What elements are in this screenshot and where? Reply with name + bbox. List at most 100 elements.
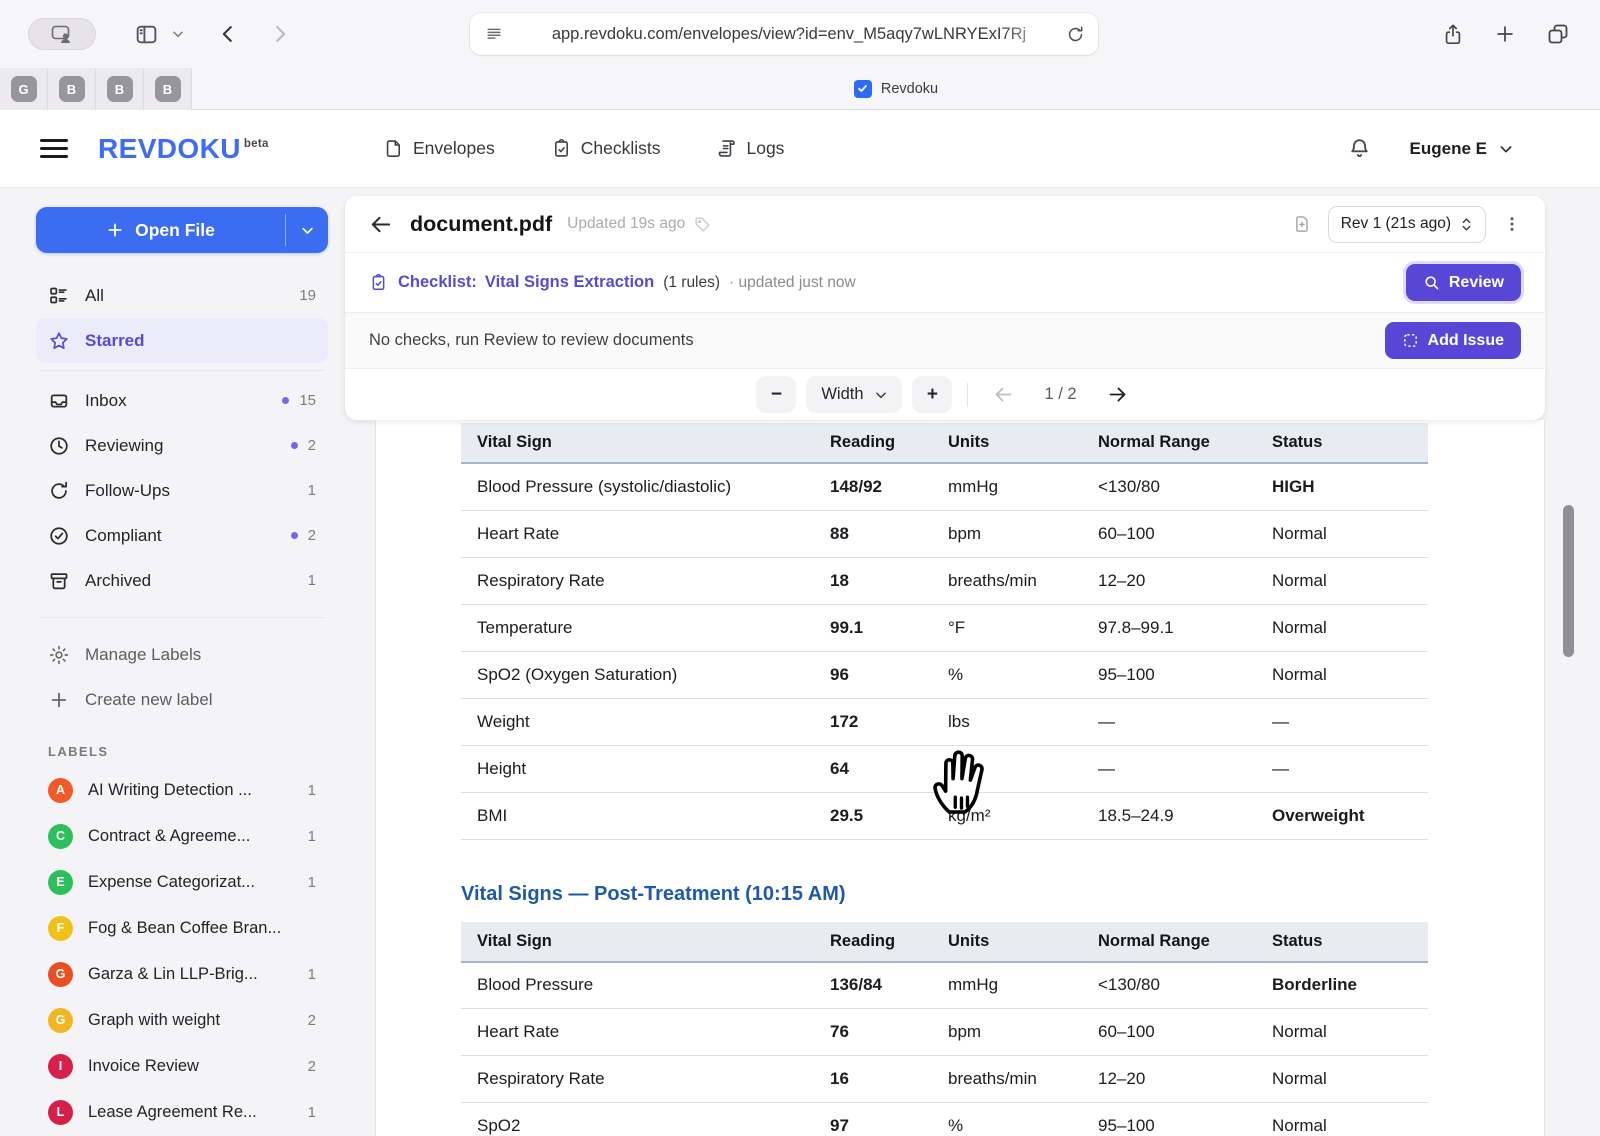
main-panel: document.pdf Updated 19s ago Rev 1 (21s … xyxy=(345,188,1545,1136)
scrollbar-thumb[interactable] xyxy=(1563,505,1574,657)
label-color-badge: A xyxy=(48,777,73,803)
pdf-viewport[interactable]: Vital Sign Reading Units Normal Range Status… xyxy=(345,420,1545,1136)
revision-select[interactable]: Rev 1 (21s ago) xyxy=(1327,205,1486,243)
label-item-lease-agreement-re[interactable]: L Lease Agreement Re... 1 xyxy=(36,1089,328,1135)
sidebar-item-starred[interactable]: Starred xyxy=(36,318,328,363)
label-item-ai-writing-detection[interactable]: A AI Writing Detection ... 1 xyxy=(36,767,328,813)
label-item-invoice-review[interactable]: I Invoice Review 2 xyxy=(36,1043,328,1089)
cell-status: Normal xyxy=(1272,510,1428,558)
cell-vital-sign: Respiratory Rate xyxy=(461,557,830,605)
pinned-tab[interactable]: G xyxy=(0,68,48,110)
sidebar-toggle-button[interactable] xyxy=(134,22,159,47)
forward-button[interactable] xyxy=(269,23,291,45)
user-menu[interactable]: Eugene E xyxy=(1410,139,1514,159)
share-button[interactable] xyxy=(1442,22,1464,46)
more-options-button[interactable] xyxy=(1503,214,1521,234)
page-indicator: 1 / 2 xyxy=(1044,385,1077,403)
item-count: 1 xyxy=(307,572,316,589)
sidebar-item-label: Reviewing xyxy=(85,435,164,455)
sidebar-item-archived[interactable]: Archived 1 xyxy=(36,558,328,603)
cell-status: HIGH xyxy=(1272,463,1428,511)
cell-vital-sign: Heart Rate xyxy=(461,510,830,558)
open-file-dropdown[interactable] xyxy=(286,207,328,253)
cell-normal-range: 95–100 xyxy=(1098,651,1272,699)
label-item-fog-bean-coffee-bran[interactable]: F Fog & Bean Coffee Bran... xyxy=(36,905,328,951)
sidebar-item-all[interactable]: All 19 xyxy=(36,273,328,318)
sidebar-toggle-chevron[interactable] xyxy=(171,27,185,41)
zoom-in-button[interactable]: + xyxy=(912,376,953,413)
sidebar-item-inbox[interactable]: Inbox 15 xyxy=(36,378,328,423)
reload-button[interactable] xyxy=(1066,25,1085,44)
pinned-tab[interactable]: B xyxy=(144,68,192,110)
cell-vital-sign: Respiratory Rate xyxy=(461,1055,830,1103)
label-item-graph-with-weight[interactable]: G Graph with weight 2 xyxy=(36,997,328,1043)
tab-overview-button[interactable] xyxy=(1546,22,1570,46)
brand-logo[interactable]: REVDOKU beta xyxy=(98,132,269,164)
profile-pill-button[interactable] xyxy=(28,18,96,50)
new-revision-button[interactable] xyxy=(1292,214,1312,234)
label-item-garza-lin-llp-brig[interactable]: G Garza & Lin LLP-Brig... 1 xyxy=(36,951,328,997)
new-tab-button[interactable] xyxy=(1494,23,1516,45)
cell-reading: 136/84 xyxy=(830,961,948,1009)
label-name: Lease Agreement Re... xyxy=(88,1102,257,1121)
cell-units: lbs xyxy=(948,698,1098,746)
sidebar-item-manage-labels[interactable]: Manage Labels xyxy=(36,632,328,677)
table-row: Respiratory Rate 16 breaths/min 12–20 Normal xyxy=(461,1055,1428,1103)
pinned-tab[interactable]: B xyxy=(96,68,144,110)
next-page-button[interactable] xyxy=(1101,383,1134,406)
nav-checklists[interactable]: Checklists xyxy=(551,138,660,159)
sidebar-item-compliant[interactable]: Compliant 2 xyxy=(36,513,328,558)
sidebar-item-label: All xyxy=(85,285,104,305)
no-checks-row: No checks, run Review to review document… xyxy=(345,312,1545,368)
label-count: 1 xyxy=(307,1103,316,1121)
menu-button[interactable] xyxy=(40,139,68,158)
workspace: Open File All 19 Starred Inbox 15 Reviewing 2 F… xyxy=(0,188,1600,1136)
document-header-row: document.pdf Updated 19s ago Rev 1 (21s … xyxy=(345,196,1545,252)
table-row: Blood Pressure (systolic/diastolic) 148/9… xyxy=(461,463,1428,511)
cell-normal-range: <130/80 xyxy=(1098,463,1272,511)
address-bar[interactable]: app.revdoku.com/envelopes/view?id=env_M5… xyxy=(470,13,1098,55)
notifications-button[interactable] xyxy=(1347,136,1372,161)
add-issue-button[interactable]: Add Issue xyxy=(1384,322,1521,359)
sidebar-item-label: Archived xyxy=(85,570,152,590)
back-button[interactable] xyxy=(217,23,239,45)
unread-dot xyxy=(282,397,290,404)
zoom-mode-select[interactable]: Width xyxy=(806,376,903,413)
sidebar-item-reviewing[interactable]: Reviewing 2 xyxy=(36,423,328,468)
sidebar-item-follow-ups[interactable]: Follow-Ups 1 xyxy=(36,468,328,513)
sidebar-item-create-new-label[interactable]: Create new label xyxy=(36,677,328,722)
label-count: 1 xyxy=(307,827,316,845)
nav-envelopes[interactable]: Envelopes xyxy=(383,138,495,159)
label-count: 1 xyxy=(307,873,316,891)
checklist-name[interactable]: Vital Signs Extraction xyxy=(484,273,655,291)
tabs-icon xyxy=(1548,24,1568,44)
up-down-chevrons-icon xyxy=(1460,217,1473,232)
previous-page-button[interactable] xyxy=(987,383,1020,406)
table-row: BMI 29.5 kg/m² 18.5–24.9 Overweight xyxy=(461,792,1428,840)
open-file-button[interactable]: Open File xyxy=(36,207,328,253)
table-row: SpO2 97% 95–100 Normal xyxy=(461,1102,1428,1136)
archive-icon xyxy=(48,570,70,592)
cell-reading: 172 xyxy=(830,698,948,746)
nav-logs[interactable]: Logs xyxy=(716,138,784,159)
cell-reading: 16 xyxy=(830,1055,948,1103)
cell-vital-sign: BMI xyxy=(461,792,830,840)
review-button[interactable]: Review xyxy=(1405,264,1521,301)
cell-status: Normal xyxy=(1272,1102,1428,1136)
pinned-tab[interactable]: B xyxy=(48,68,96,110)
clipboard-check-icon xyxy=(369,273,388,292)
cell-vital-sign: Blood Pressure (systolic/diastolic) xyxy=(461,463,830,511)
divider xyxy=(967,382,969,407)
item-count: 15 xyxy=(299,392,316,409)
zoom-out-button[interactable]: − xyxy=(756,376,797,413)
back-arrow-button[interactable] xyxy=(369,213,392,236)
tag-icon[interactable] xyxy=(693,215,712,234)
cell-reading: 76 xyxy=(830,1008,948,1056)
labels-heading: LABELS xyxy=(48,744,109,759)
cell-units: breaths/min xyxy=(948,1055,1098,1103)
label-name: Garza & Lin LLP-Brig... xyxy=(88,964,258,983)
label-item-expense-categorizat[interactable]: E Expense Categorizat... 1 xyxy=(36,859,328,905)
tab-revdoku[interactable]: Revdoku xyxy=(192,68,1600,109)
label-item-contract-agreeme[interactable]: C Contract & Agreeme... 1 xyxy=(36,813,328,859)
item-count: 19 xyxy=(299,287,316,304)
